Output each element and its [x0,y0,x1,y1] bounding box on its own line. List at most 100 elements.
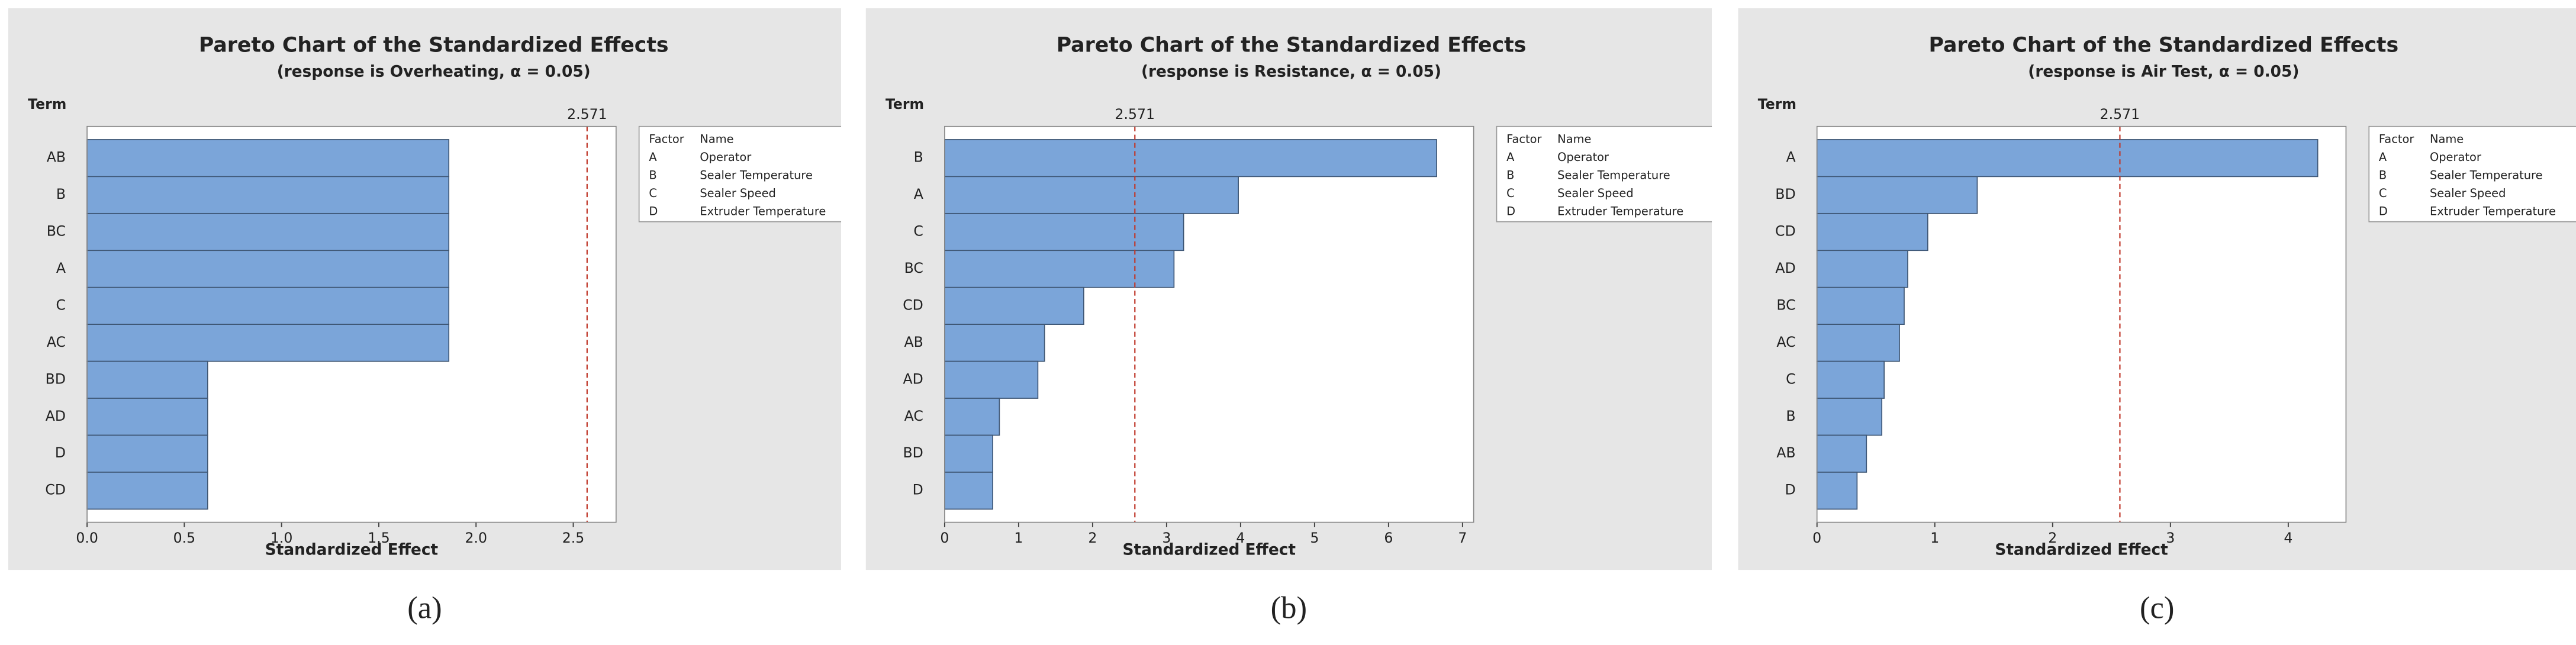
bar [1816,176,1978,214]
y-tick-label: BC [904,260,923,276]
bar [944,212,1184,251]
reference-label: 2.571 [567,106,607,122]
x-tick-label: 2 [1088,530,1097,546]
bar [86,324,450,362]
legend-entry: Extruder Temperature [2430,205,2556,218]
bar [944,324,1045,362]
legend-entry: Sealer Temperature [700,168,813,182]
x-tick-label: 0.0 [76,530,98,546]
chart-subtitle: (response is Air Test, α = 0.05) [2028,63,2299,81]
x-tick-label: 4 [2284,530,2292,546]
y-axis-label: Term [28,96,66,112]
legend-header: Name [700,132,733,146]
x-axis-label: Standardized Effect [1123,541,1296,559]
figure-content: Pareto Chart of the Standardized Effects… [8,8,2576,625]
legend-header: Factor [649,132,684,146]
y-tick-label: AD [1775,260,1795,276]
bar [944,472,993,510]
chart-title: Pareto Chart of the Standardized Effects [199,34,669,57]
bar [944,250,1175,288]
reference-label: 2.571 [1115,106,1155,122]
y-tick-label: A [914,186,923,202]
legend-entry: Operator [1557,150,1609,164]
x-tick-label: 6 [1384,530,1393,546]
legend-entry: C [649,186,657,200]
plot-border [944,125,1474,523]
bar [1816,360,1885,399]
bar [944,286,1084,325]
plot-border [86,125,617,523]
legend-entry: Sealer Temperature [2430,168,2543,182]
chart-title: Pareto Chart of the Standardized Effects [1928,34,2398,57]
x-tick-label: 2 [2048,530,2057,546]
bar [86,286,450,325]
y-tick-label: BC [1776,296,1795,313]
y-tick-label: AC [47,334,66,350]
legend-entry: Extruder Temperature [1557,205,1683,218]
y-tick-label: AD [46,408,66,424]
y-tick-label: B [1786,408,1795,424]
chart-panel: Pareto Chart of the Standardized Effects… [8,8,842,625]
y-tick-label: D [1785,482,1795,498]
bar [944,398,1000,436]
legend-entry: A [649,150,657,164]
chart-panel: Pareto Chart of the Standardized Effects… [865,8,1712,625]
y-tick-label: BD [1775,186,1795,202]
x-tick-label: 1.0 [271,530,293,546]
caption: (a) [407,591,442,625]
legend-entry: Sealer Speed [700,186,775,200]
legend-header: Name [2430,132,2464,146]
x-tick-label: 1 [1930,530,1939,546]
bar [1816,286,1905,325]
bar [944,139,1437,178]
chart-subtitle: (response is Resistance, α = 0.05) [1141,63,1441,81]
x-tick-label: 0.5 [173,530,196,546]
y-axis-label: Term [886,96,924,112]
x-axis-label: Standardized Effect [1995,541,2168,559]
legend-entry: A [1506,150,1515,164]
x-tick-label: 1.5 [368,530,390,546]
legend-entry: B [2379,168,2387,182]
y-tick-label: B [914,149,923,166]
y-tick-label: D [55,444,66,461]
legend-entry: Extruder Temperature [700,205,826,218]
bar [944,176,1239,214]
y-tick-label: AB [47,149,66,166]
bar [944,434,993,473]
legend-entry: Operator [2430,150,2481,164]
y-axis-label: Term [1758,96,1796,112]
y-tick-label: A [1786,149,1795,166]
y-tick-label: CD [45,482,66,498]
y-tick-label: CD [1775,223,1796,240]
legend-header: Factor [1506,132,1541,146]
y-tick-label: AB [1776,444,1795,461]
bar [1816,398,1883,436]
legend-box [2368,125,2576,222]
plot-border [1816,125,2347,523]
legend-box [1496,125,1712,222]
bar [1816,250,1908,288]
bar [1816,472,1858,510]
y-tick-label: AB [904,334,923,350]
chart-title: Pareto Chart of the Standardized Effects [1057,34,1527,57]
y-tick-label: AC [904,408,923,424]
legend-header: Name [1557,132,1591,146]
legend-entry: Sealer Speed [1557,186,1633,200]
legend-entry: B [649,168,656,182]
bar [1816,324,1900,362]
bar [86,434,208,473]
legend-header: Factor [2379,132,2414,146]
legend-entry: Sealer Temperature [1557,168,1670,182]
x-axis-label: Standardized Effect [265,541,438,559]
caption: (b) [1271,591,1307,625]
y-tick-label: B [56,186,66,202]
bar [86,212,450,251]
x-tick-label: 2.0 [465,530,487,546]
y-tick-label: C [56,296,66,313]
bar [86,398,208,436]
legend-entry: Operator [700,150,751,164]
bar [86,472,208,510]
x-tick-label: 7 [1458,530,1467,546]
legend-box [638,125,842,222]
